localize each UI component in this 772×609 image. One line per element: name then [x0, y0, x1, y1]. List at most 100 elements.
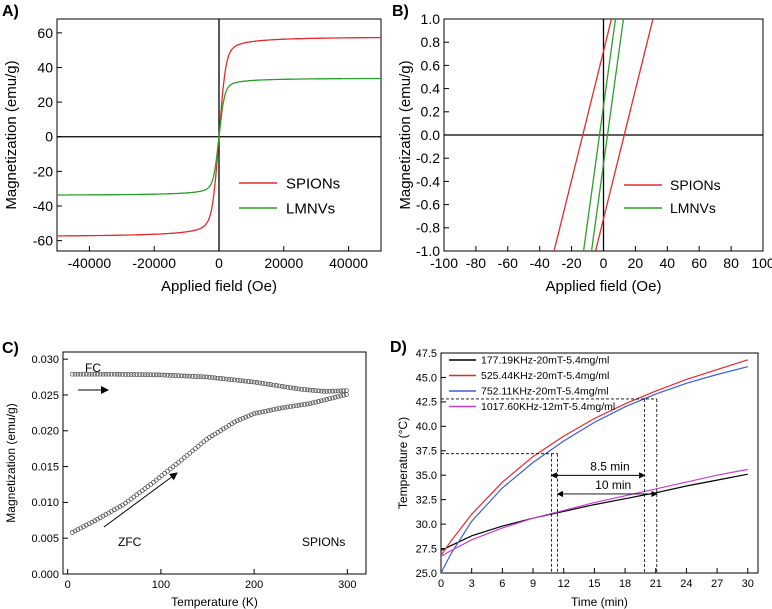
x-tick-label: 18	[619, 578, 631, 590]
x-tick-label: 21	[650, 578, 662, 590]
data-point-FC	[145, 372, 151, 378]
x-tick-label: 20	[628, 255, 644, 271]
data-point-ZFC	[254, 410, 260, 416]
y-tick-label: -0.2	[416, 150, 440, 166]
data-point-ZFC	[262, 408, 268, 414]
data-point-FC	[240, 378, 246, 384]
data-point-FC	[95, 371, 100, 377]
y-tick-label: 40	[37, 59, 53, 75]
data-point-FC	[321, 389, 327, 394]
x-tick-label: 15	[588, 578, 600, 590]
legend-label: SPIONs	[286, 175, 340, 192]
data-point-FC	[254, 380, 260, 385]
data-point-FC	[265, 381, 271, 387]
y-tick-label: 0.2	[421, 104, 441, 120]
data-point-FC	[262, 381, 268, 387]
data-point-ZFC	[324, 397, 330, 402]
data-point-FC	[142, 372, 148, 378]
data-point-FC	[120, 371, 126, 377]
y-tick-label: 40.0	[416, 421, 437, 433]
data-point-ZFC	[83, 522, 89, 528]
data-point-ZFC	[330, 395, 335, 401]
data-point-FC	[223, 376, 229, 382]
x-tick-label: 80	[723, 255, 739, 271]
legend-label: 525.44KHz-20mT-5.4mg/ml	[481, 370, 609, 382]
x-tick-label: 0	[600, 255, 608, 271]
data-point-FC	[324, 388, 330, 394]
data-point-FC	[162, 372, 167, 378]
data-point-ZFC	[240, 415, 246, 421]
data-point-FC	[229, 377, 235, 383]
data-point-FC	[198, 374, 204, 380]
data-point-ZFC	[89, 519, 95, 525]
data-point-ZFC	[128, 496, 134, 502]
y-tick-label: 32.5	[416, 495, 437, 507]
data-point-FC	[237, 378, 243, 383]
data-point-ZFC	[341, 392, 346, 398]
y-tick-label: 20	[37, 94, 53, 110]
data-point-FC	[260, 381, 265, 386]
x-tick-label: 6	[499, 578, 505, 590]
x-tick-label: 60	[691, 255, 707, 271]
data-point-FC	[114, 371, 120, 377]
data-point-ZFC	[195, 443, 201, 449]
data-point-ZFC	[318, 398, 324, 404]
data-point-ZFC	[276, 406, 282, 411]
y-tick-label: -0.8	[416, 220, 440, 236]
data-point-ZFC	[327, 396, 332, 402]
plot-frame	[440, 352, 759, 574]
data-point-FC	[201, 374, 207, 380]
data-point-FC	[341, 388, 346, 394]
x-tick-label: 24	[680, 578, 692, 590]
data-point-ZFC	[165, 468, 170, 474]
data-point-FC	[307, 387, 313, 393]
x-tick-label: -60	[498, 255, 518, 271]
y-tick-label: -40	[33, 198, 53, 214]
data-point-FC	[159, 372, 165, 378]
x-tick-label: 27	[711, 578, 723, 590]
data-point-FC	[83, 371, 89, 377]
data-point-FC	[288, 385, 293, 391]
y-tick-label: 0.020	[31, 426, 59, 438]
series-branch-LMNVs	[582, 19, 617, 251]
data-point-ZFC	[156, 475, 162, 481]
legend-label: LMNVs	[286, 200, 335, 217]
y-axis-label: Magnetization (emu/g)	[397, 60, 414, 209]
x-tick-label: -20	[561, 255, 581, 271]
data-point-ZFC	[232, 419, 237, 425]
data-point-ZFC	[193, 446, 198, 451]
data-point-FC	[81, 371, 86, 377]
data-point-FC	[195, 374, 201, 379]
data-point-ZFC	[299, 402, 305, 408]
data-point-ZFC	[153, 477, 159, 483]
annotation-fc: FC	[85, 361, 101, 375]
data-point-FC	[332, 388, 338, 394]
data-point-ZFC	[302, 402, 307, 407]
data-point-FC	[212, 375, 218, 381]
x-tick-label: 300	[338, 579, 356, 591]
data-point-ZFC	[75, 527, 81, 532]
panel-label: D)	[390, 339, 407, 356]
data-point-FC	[193, 374, 198, 379]
data-point-ZFC	[271, 407, 277, 412]
data-point-ZFC	[321, 397, 327, 403]
y-tick-label: 0.005	[31, 533, 59, 545]
data-point-FC	[187, 373, 193, 379]
x-tick-label: -100	[430, 255, 458, 271]
x-tick-label: -40000	[68, 255, 112, 271]
data-point-FC	[181, 373, 187, 379]
data-point-FC	[285, 384, 291, 390]
zfc-arrow	[103, 472, 178, 528]
data-point-ZFC	[181, 455, 187, 461]
data-point-ZFC	[251, 411, 257, 416]
y-tick-label: 25.0	[416, 568, 437, 580]
x-tick-label: 40	[660, 255, 676, 271]
data-point-ZFC	[260, 409, 265, 415]
panel-label: C)	[2, 340, 19, 357]
y-tick-label: 0.0	[421, 127, 441, 143]
y-tick-label: 0.4	[421, 81, 441, 97]
x-axis-label: Applied field (Oe)	[161, 278, 277, 295]
x-tick-label: -40	[530, 255, 550, 271]
data-point-ZFC	[190, 448, 195, 454]
